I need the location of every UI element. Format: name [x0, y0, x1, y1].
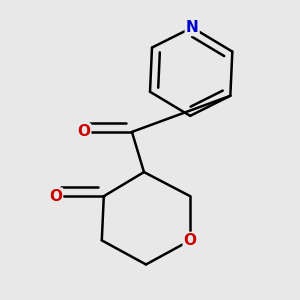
Text: O: O	[49, 189, 62, 204]
Text: O: O	[77, 124, 90, 140]
Text: O: O	[184, 233, 197, 248]
Text: N: N	[186, 20, 199, 35]
